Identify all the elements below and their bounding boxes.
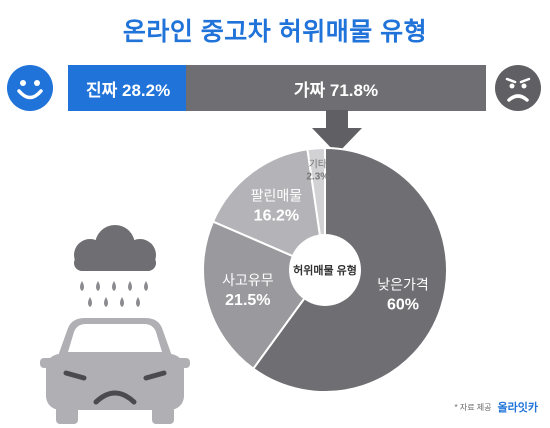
sad-car-icon (40, 318, 190, 424)
donut-chart: 낮은가격 60% 사고유무 21.5% 팔린매물 16.2% 기타2.3% 허위매물 유형 (202, 146, 448, 393)
slice-label: 기타 (309, 158, 327, 170)
slice-value: 21.5% (225, 292, 270, 309)
down-arrow-icon (312, 110, 362, 154)
smiley-face-icon (7, 65, 53, 111)
slice-value: 60% (387, 296, 419, 313)
fake-segment: 가짜 71.8% (186, 65, 486, 111)
page-title: 온라인 중고차 허위매물 유형 (122, 18, 428, 46)
slice-label: 낮은가격 (377, 276, 429, 292)
brand-logo: 올라잇카 (497, 402, 538, 414)
donut-hole (289, 234, 361, 306)
donut-center-label: 허위매물 유형 (293, 263, 357, 277)
slice-value: 2.3% (306, 171, 329, 182)
credit-label: * 자료 제공 (454, 402, 492, 412)
sad-face-icon (495, 65, 541, 111)
slice-label: 사고유무 (222, 272, 274, 288)
slice-value: 16.2% (254, 207, 299, 224)
real-fake-bar: 진짜 28.2% 가짜 71.8% (68, 65, 486, 111)
slice-label: 팔린매물 (251, 187, 303, 203)
rain-cloud-icon (74, 225, 156, 307)
real-segment: 진짜 28.2% (68, 65, 186, 111)
source-credit: * 자료 제공 올라잇카 (455, 399, 538, 415)
pie-slice (211, 148, 327, 272)
